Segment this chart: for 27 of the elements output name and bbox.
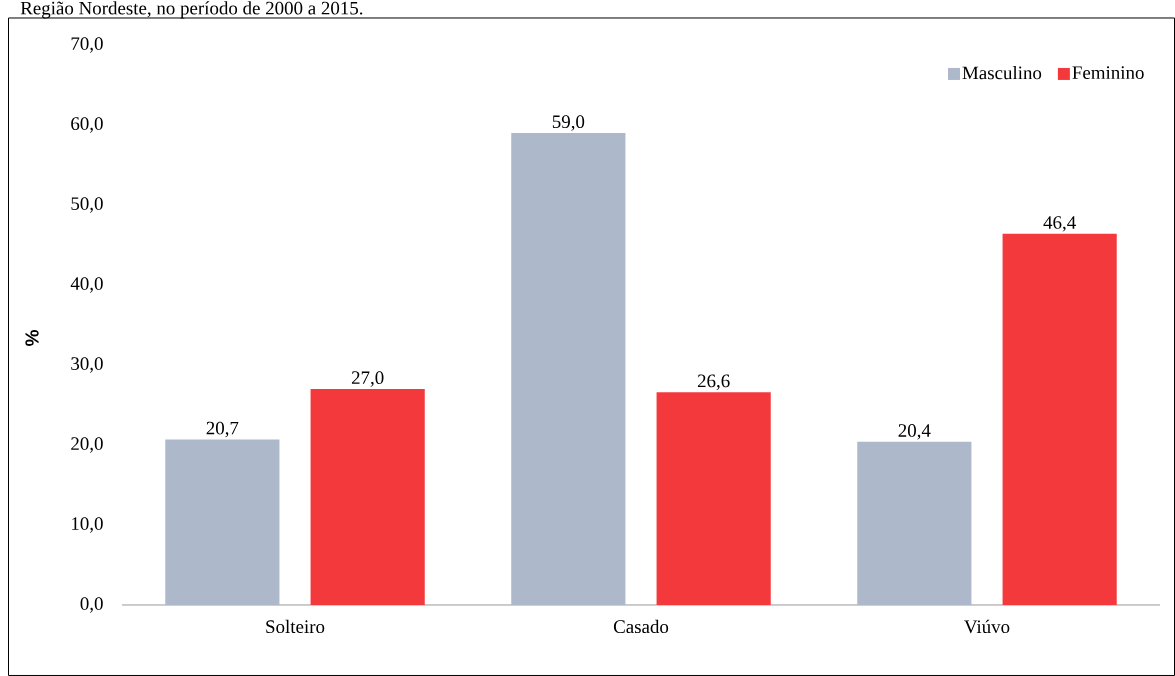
chart-title: Região Nordeste, no período de 2000 a 2015. xyxy=(20,1,363,19)
bar xyxy=(511,132,626,605)
y-tick-label: 10,0 xyxy=(72,517,103,533)
y-tick-label: 20,0 xyxy=(71,437,103,453)
y-tick-label: 50,0 xyxy=(71,197,103,213)
bar xyxy=(165,439,280,605)
y-axis-title: % xyxy=(25,330,39,346)
x-tick-label: Casado xyxy=(613,619,669,634)
data-label: 20,4 xyxy=(898,424,931,440)
bar xyxy=(857,441,972,605)
y-tick-label: 0,0 xyxy=(80,597,103,613)
legend-label: Masculino xyxy=(962,65,1042,80)
data-label: 20,7 xyxy=(206,421,239,438)
y-tick-label: 70,0 xyxy=(71,37,103,53)
x-tick-label: Viúvo xyxy=(964,619,1010,634)
data-label: 59,0 xyxy=(552,115,585,131)
bar xyxy=(1002,233,1117,605)
y-tick-label: 40,0 xyxy=(70,277,103,293)
y-tick-label: 30,0 xyxy=(71,357,103,373)
data-label: 26,6 xyxy=(697,374,730,390)
x-tick-label: Solteiro xyxy=(266,619,325,634)
data-label: 46,4 xyxy=(1043,216,1076,232)
bar xyxy=(656,392,771,605)
data-label: 27,0 xyxy=(351,371,384,387)
bar xyxy=(310,388,425,605)
legend-label: Feminino xyxy=(1072,66,1144,79)
y-tick-label: 60,0 xyxy=(71,117,103,133)
